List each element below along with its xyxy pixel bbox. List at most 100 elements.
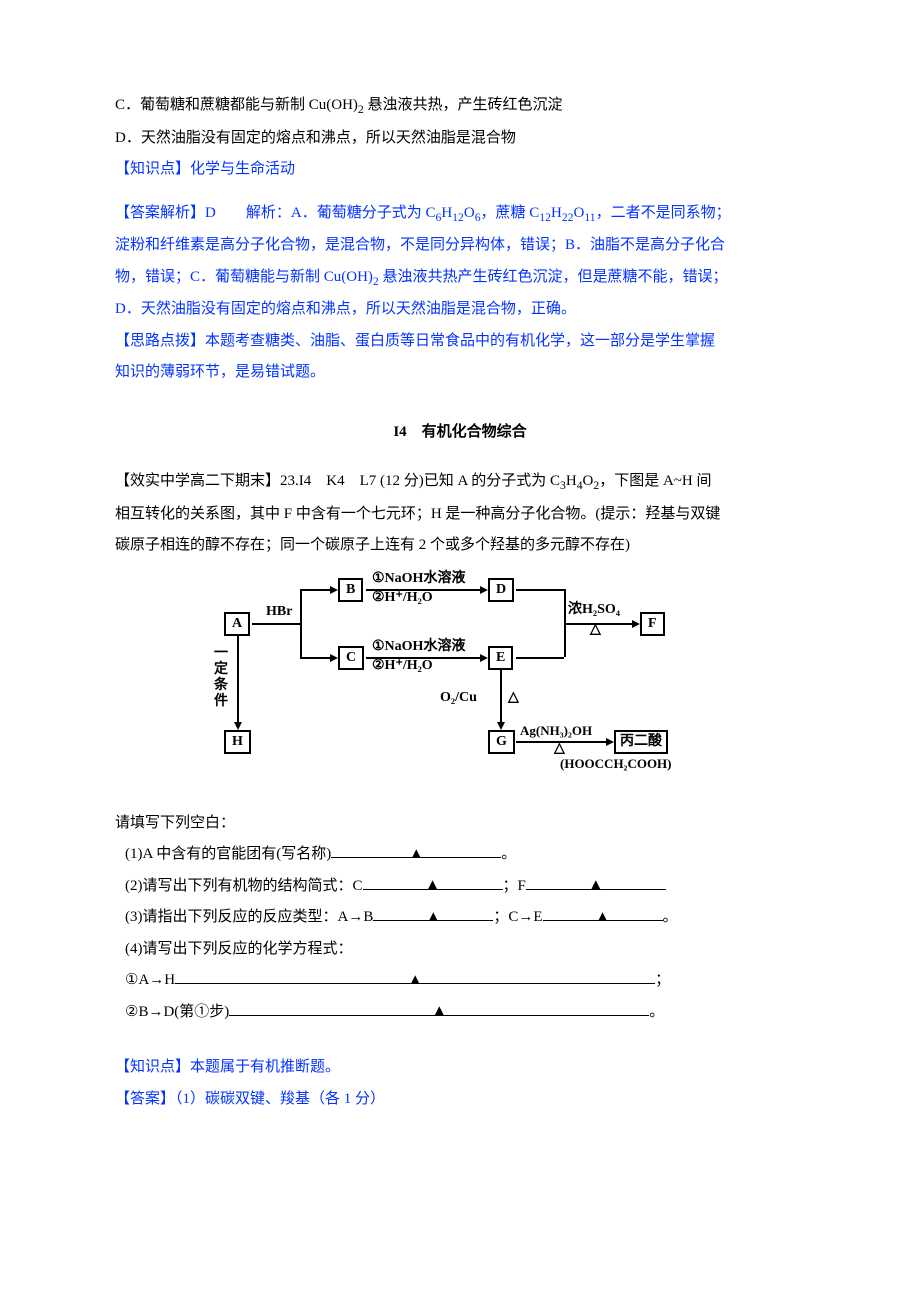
kp1-label: 【知识点】 [115,161,190,177]
q4-2a: ②B→D(第①步) [125,1004,229,1020]
tail1: ，二者不是同系物； [596,205,731,221]
label-prod-formula: (HOOCCH₂COOH) [560,756,672,772]
option-d-text: D．天然油脂没有固定的熔点和沸点，所以天然油脂是混合物 [115,130,516,146]
kp1-text: 化学与生命活动 [190,161,295,177]
seg-e-right [516,657,564,659]
ans-l4: D．天然油脂没有固定的熔点和沸点，所以天然油脂是混合物，正确。 [115,301,576,317]
answer-analysis-l2: 淀粉和纤维素是高分子化合物，是混合物，不是同分异构体，错误；B．油脂不是高分子化… [115,230,805,262]
node-prod: 丙二酸 [614,730,668,754]
q2: (2)请写出下列有机物的结构简式：C▲；F▲ [125,871,805,903]
section-title: I4 有机化合物综合 [115,417,805,449]
ans-l2: 淀粉和纤维素是高分子化合物，是混合物，不是同分异构体，错误；B．油脂不是高分子化… [115,237,725,253]
node-d: D [488,578,514,602]
kp2-text: 本题属于有机推断题。 [190,1059,340,1075]
answer-bottom: 【答案】（1）碳碳双键、羧基（各 1 分） [115,1084,805,1116]
q2-blank-c[interactable]: ▲ [363,872,503,890]
q3-blank-ce[interactable]: ▲ [543,904,663,922]
q4-1a: ①A→H [125,972,175,988]
label-naoh2: ①NaOH水溶液 [372,639,465,656]
option-c-text-a: C．葡萄糖和蔗糖都能与新制 Cu(OH) [115,97,358,113]
option-c: C．葡萄糖和蔗糖都能与新制 Cu(OH)2 悬浊液共热，产生砖红色沉淀 [115,90,805,123]
q2b: ；F [503,878,526,894]
triangle-icon: ▲ [408,965,423,997]
knowledge-point-1: 【知识点】化学与生命活动 [115,154,805,186]
q1a: (1)A 中含有的官能团有(写名称) [125,846,331,862]
label-tri1: △ [590,622,601,639]
q1: (1)A 中含有的官能团有(写名称)▲。 [125,839,805,871]
p-l1a: 【效实中学高二下期末】23.I4 K4 L7 (12 分)已知 A 的分子式为 … [115,473,560,489]
node-c: C [338,646,364,670]
s1: 12 [539,211,551,224]
node-g: G [488,730,515,754]
label-hbr: HBr [266,604,292,621]
node-f: F [640,612,665,636]
page: C．葡萄糖和蔗糖都能与新制 Cu(OH)2 悬浊液共热，产生砖红色沉淀 D．天然… [0,0,920,1175]
triangle-icon: ▲ [425,870,440,902]
q4-1-blank[interactable]: ▲ [175,967,655,985]
label-ag: Ag(NH₃)₂OH [520,723,592,739]
reaction-diagram: A B C D E F G H 丙二酸 HBr ①NaOH水溶液 ②H⁺/H₂O… [210,572,710,802]
p-fo: O [583,473,594,489]
p-l3: 碳原子相连的醇不存在；同一个碳原子上连有 2 个或多个羟基的多元醇不存在) [115,537,630,553]
q4-2: ②B→D(第①步)▲。 [125,997,805,1029]
p-fh: H [566,473,577,489]
q4-2b: 。 [649,1004,664,1020]
label-h2o2: ②H⁺/H₂O [372,658,433,675]
option-c-text-b: 悬浊液共热，产生砖红色沉淀 [364,97,563,113]
label-h2so4: 浓H₂SO₄ [568,602,620,619]
hint: 【思路点拨】本题考查糖类、油脂、蛋白质等日常食品中的有机化学，这一部分是学生掌握 [115,326,805,358]
s2: H [551,205,562,221]
hint-label: 【思路点拨】 [115,333,205,349]
s5: 11 [584,211,595,224]
q1b: 。 [501,846,516,862]
diagram-wrap: A B C D E F G H 丙二酸 HBr ①NaOH水溶液 ②H⁺/H₂O… [115,572,805,802]
answer-analysis-l3: 物，错误；C．葡萄糖能与新制 Cu(OH)2 悬浊液共热产生砖红色沉淀，但是蔗糖… [115,262,805,295]
fill-lead-text: 请填写下列空白： [115,815,235,831]
ans-head: 解析：A．葡萄糖分子式为 C [246,205,436,221]
q2-blank-f[interactable]: ▲ [526,872,666,890]
kp2-label: 【知识点】 [115,1059,190,1075]
s3: 22 [562,211,574,224]
g4: O [464,205,475,221]
s4: O [574,205,585,221]
q4-2-blank[interactable]: ▲ [229,998,649,1016]
node-a: A [224,612,250,636]
node-h: H [224,730,251,754]
triangle-icon: ▲ [588,870,603,902]
arrow-a-c [300,657,336,659]
triangle-icon: ▲ [409,839,424,871]
q3: (3)请指出下列反应的反应类型：A→B▲；C→E▲。 [125,902,805,934]
ansb-text: （1）碳碳双键、羧基（各 1 分） [175,1091,385,1107]
answer-analysis-l4: D．天然油脂没有固定的熔点和沸点，所以天然油脂是混合物，正确。 [115,294,805,326]
triangle-icon: ▲ [432,996,447,1028]
q4-text: (4)请写出下列反应的化学方程式： [125,941,353,957]
ans-l3b: 悬浊液共热产生砖红色沉淀，但是蔗糖不能，错误； [379,269,728,285]
option-d: D．天然油脂没有固定的熔点和沸点，所以天然油脂是混合物 [115,123,805,155]
hint-text1: 本题考查糖类、油脂、蛋白质等日常食品中的有机化学，这一部分是学生掌握 [205,333,715,349]
arrow-e-g [500,670,502,728]
ans-l3a: 物，错误；C．葡萄糖能与新制 Cu(OH) [115,269,373,285]
mid1: ，蔗糖 C [481,205,540,221]
problem-line3: 碳原子相连的醇不存在；同一个碳原子上连有 2 个或多个羟基的多元醇不存在) [115,530,805,562]
p-l2: 相互转化的关系图，其中 F 中含有一个七元环；H 是一种高分子化合物。(提示：羟… [115,506,720,522]
ans-letter: D [205,205,216,221]
problem-line1: 【效实中学高二下期末】23.I4 K4 L7 (12 分)已知 A 的分子式为 … [115,466,805,499]
q1-blank[interactable]: ▲ [331,841,501,859]
q3a: (3)请指出下列反应的反应类型：A→B [125,909,373,925]
seg-d-right [516,589,564,591]
ans-gap [216,205,246,221]
seg-a-vert [300,589,302,657]
p-l1b: ，下图是 A~H 间 [599,473,711,489]
g3: 12 [452,211,464,224]
ans-label: 【答案解析】 [115,205,205,221]
label-naoh1: ①NaOH水溶液 [372,571,465,588]
label-o2cu: O₂/Cu [440,690,477,707]
q3c: 。 [663,909,678,925]
node-b: B [338,578,363,602]
problem-line2: 相互转化的关系图，其中 F 中含有一个七元环；H 是一种高分子化合物。(提示：羟… [115,499,805,531]
section-title-text: I4 有机化合物综合 [393,424,526,440]
q2a: (2)请写出下列有机物的结构简式：C [125,878,363,894]
q3-blank-ab[interactable]: ▲ [373,904,493,922]
ansb-label: 【答案】 [115,1091,175,1107]
g2: H [441,205,452,221]
